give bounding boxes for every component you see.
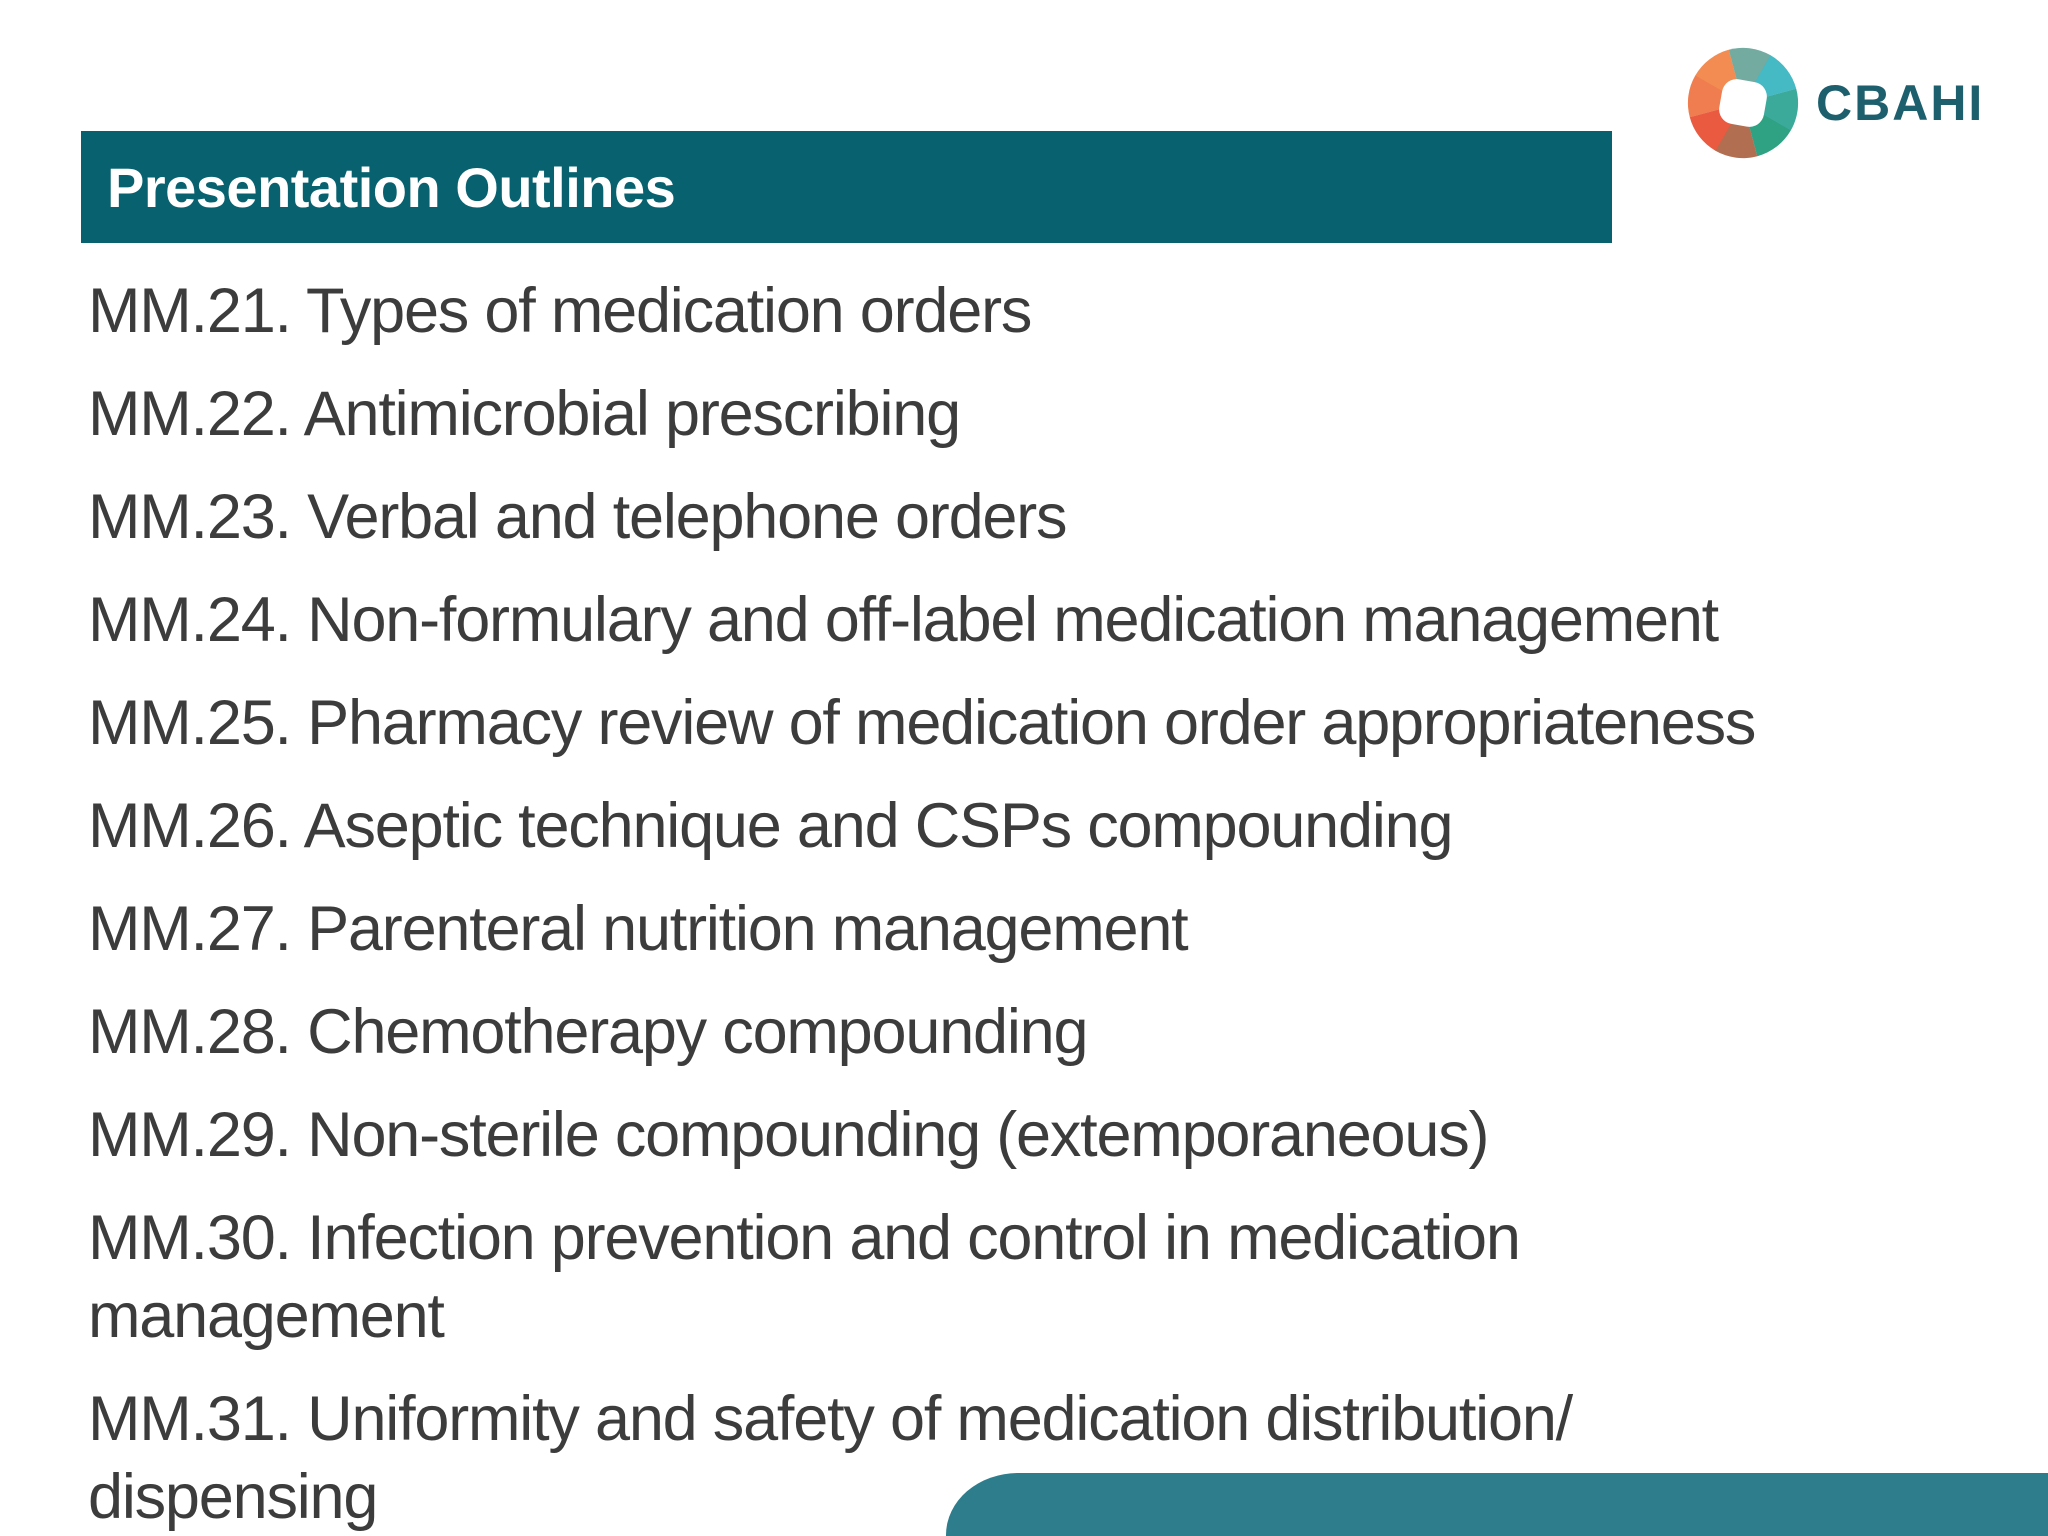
list-item: MM.29. Non-sterile compounding (extempor… (88, 1096, 2008, 1174)
list-item-line: management (88, 1281, 445, 1351)
list-item: MM.22. Antimicrobial prescribing (88, 375, 2008, 453)
list-item-line: MM.28. Chemotherapy compounding (88, 997, 1089, 1067)
list-item: MM.23. Verbal and telephone orders (88, 478, 2008, 556)
list-item-line: MM.23. Verbal and telephone orders (88, 482, 1068, 552)
list-item: MM.30. Infection prevention and control … (88, 1199, 2008, 1355)
page-title: Presentation Outlines (107, 155, 676, 219)
list-item-line: MM.25. Pharmacy review of medication ord… (88, 688, 1756, 758)
title-bar: Presentation Outlines (81, 131, 1612, 243)
list-item-line: MM.26. Aseptic technique and CSPs compou… (88, 791, 1454, 861)
list-item-line: MM.27. Parenteral nutrition management (88, 894, 1189, 964)
list-item-line: dispensing (88, 1462, 378, 1532)
list-item-line: MM.24. Non-formulary and off-label medic… (88, 585, 1719, 655)
cbahi-logo-icon (1687, 47, 1799, 159)
list-item: MM.25. Pharmacy review of medication ord… (88, 684, 2008, 762)
list-item-line: MM.29. Non-sterile compounding (extempor… (88, 1100, 1489, 1170)
list-item-line: MM.21. Types of medication orders (88, 276, 1032, 346)
list-item-line: MM.30. Infection prevention and control … (88, 1203, 1521, 1273)
list-item: MM.26. Aseptic technique and CSPs compou… (88, 787, 2008, 865)
corner-decoration (946, 1473, 2048, 1536)
outline-list: MM.21. Types of medication orders MM.22. … (88, 272, 2008, 1536)
list-item: MM.28. Chemotherapy compounding (88, 993, 2008, 1071)
logo-wordmark: CBAHI (1816, 75, 1985, 131)
list-item: MM.31. Uniformity and safety of medicati… (88, 1380, 2008, 1536)
list-item: MM.24. Non-formulary and off-label medic… (88, 581, 2008, 659)
cbahi-logo: CBAHI (1684, 44, 1984, 162)
list-item: MM.27. Parenteral nutrition management (88, 890, 2008, 968)
list-item-line: MM.22. Antimicrobial prescribing (88, 379, 961, 449)
list-item: MM.21. Types of medication orders (88, 272, 2008, 350)
list-item-line: MM.31. Uniformity and safety of medicati… (88, 1384, 1573, 1454)
